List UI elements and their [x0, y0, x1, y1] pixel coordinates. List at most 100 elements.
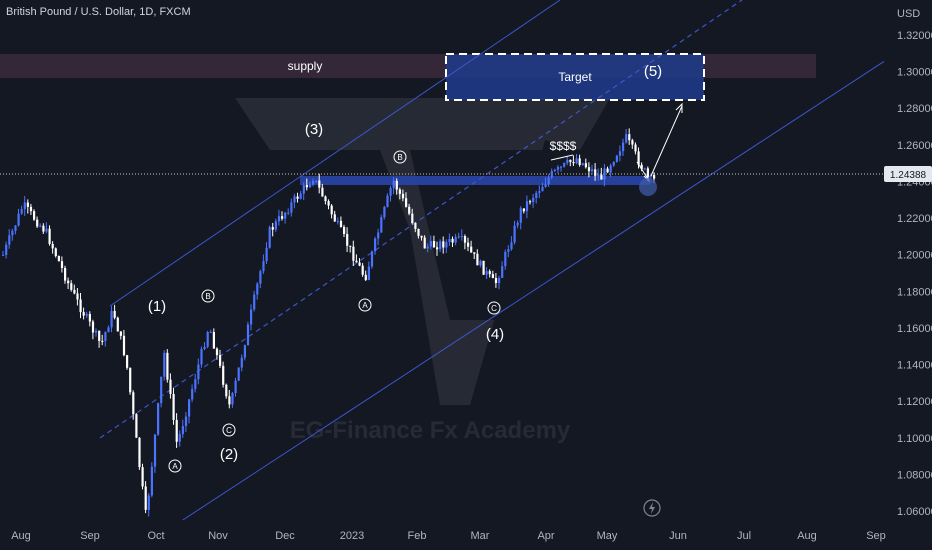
candle-body	[2, 254, 5, 256]
candle-body	[191, 388, 194, 400]
candle-body	[290, 202, 293, 213]
candle-body	[336, 220, 339, 222]
candle-body	[302, 185, 305, 194]
candle-body	[274, 221, 277, 230]
candle-body	[408, 206, 411, 214]
candle-body	[73, 289, 76, 294]
candle-body	[364, 274, 367, 281]
candle-body	[330, 205, 333, 215]
channel-mid-line[interactable]	[99, 0, 743, 439]
support-zone[interactable]	[300, 176, 650, 185]
time-tick-label: Sep	[80, 530, 100, 542]
candle-body	[172, 393, 175, 420]
candle-body	[160, 376, 163, 404]
candle-body	[594, 169, 597, 176]
candle-body	[107, 327, 110, 333]
price-tick-label: 1.30000	[897, 67, 932, 79]
candle-body	[349, 245, 352, 247]
candle-body	[380, 217, 383, 233]
current-price-value: 1.24388	[890, 170, 927, 181]
candle-body	[157, 403, 160, 435]
wave-3-label: (3)	[305, 121, 323, 138]
candle-body	[386, 195, 389, 207]
candle-body	[293, 196, 296, 203]
lightning-icon[interactable]	[643, 499, 661, 517]
candle-body	[14, 225, 17, 231]
candle-body	[166, 352, 169, 380]
candle-body	[522, 208, 525, 212]
candle-body	[535, 192, 538, 198]
candle-body	[231, 393, 234, 405]
candle-body	[119, 331, 122, 336]
candle-body	[346, 233, 349, 246]
candle-body	[29, 206, 33, 212]
watermark-text: EG-Finance Fx Academy	[290, 417, 571, 444]
candle-body	[513, 225, 516, 243]
time-tick-label: May	[597, 530, 618, 542]
candle-body	[485, 271, 488, 275]
candle-body	[358, 262, 361, 266]
candle-body	[277, 216, 281, 222]
sub-wave-circle-label: B	[393, 150, 407, 164]
wave-1-label: (1)	[148, 298, 166, 315]
channel-lower-line[interactable]	[139, 29, 932, 549]
time-tick-label: Mar	[471, 530, 490, 542]
candle-body	[544, 184, 547, 187]
candle-body	[445, 242, 448, 248]
candle-body	[76, 293, 79, 300]
candle-body	[389, 187, 392, 196]
candle-body	[150, 466, 153, 496]
time-tick-label: Jul	[737, 530, 751, 542]
candle-body	[637, 151, 640, 165]
target-zone[interactable]	[446, 54, 704, 100]
price-axis-currency: USD	[897, 8, 920, 20]
channel-upper-line[interactable]	[109, 0, 561, 307]
candle-body	[547, 177, 550, 185]
candle-body	[85, 314, 88, 316]
candle-body	[57, 256, 60, 262]
candle-body	[451, 238, 454, 243]
candle-body	[299, 193, 302, 199]
candle-body	[423, 237, 426, 249]
candle-body	[147, 495, 150, 510]
candle-body	[116, 317, 119, 332]
candle-body	[494, 278, 498, 284]
candle-body	[17, 213, 20, 226]
candle-body	[324, 196, 327, 202]
candle-body	[612, 161, 615, 166]
price-tick-label: 1.28000	[897, 103, 932, 115]
candle-body	[575, 158, 578, 164]
candle-body	[36, 219, 39, 227]
price-axis[interactable]: USD 1.320001.300001.280001.260001.240001…	[884, 0, 932, 520]
candle-body	[54, 248, 57, 257]
wave-2-label: (2)	[220, 446, 238, 463]
candle-body	[225, 384, 228, 397]
time-axis[interactable]: Aug Sep Oct Nov Dec 2023 Feb Mar Apr May Jun Jul Aug…	[0, 520, 932, 550]
candle-body	[383, 206, 386, 218]
candle-body	[504, 251, 507, 267]
supply-label: supply	[288, 59, 323, 73]
candle-body	[144, 486, 147, 510]
price-tick-label: 1.10000	[897, 433, 932, 445]
candle-body	[640, 164, 643, 170]
candle-body	[436, 247, 439, 250]
candle-body	[581, 163, 584, 165]
candle-body	[163, 352, 166, 377]
candle-body	[463, 236, 467, 243]
candle-body	[367, 266, 370, 281]
candle-body	[646, 168, 649, 177]
candle-body	[584, 163, 587, 168]
candle-body	[181, 426, 184, 435]
candle-body	[538, 191, 541, 193]
candle-body	[141, 467, 144, 487]
candle-body	[48, 228, 51, 244]
candle-body	[169, 379, 172, 394]
candle-body	[473, 252, 476, 254]
candle-body	[122, 335, 126, 356]
candle-body	[606, 168, 609, 173]
candle-body	[23, 202, 26, 210]
candle-body	[491, 274, 494, 279]
time-tick-label: Aug	[797, 530, 817, 542]
candle-body	[398, 189, 401, 194]
